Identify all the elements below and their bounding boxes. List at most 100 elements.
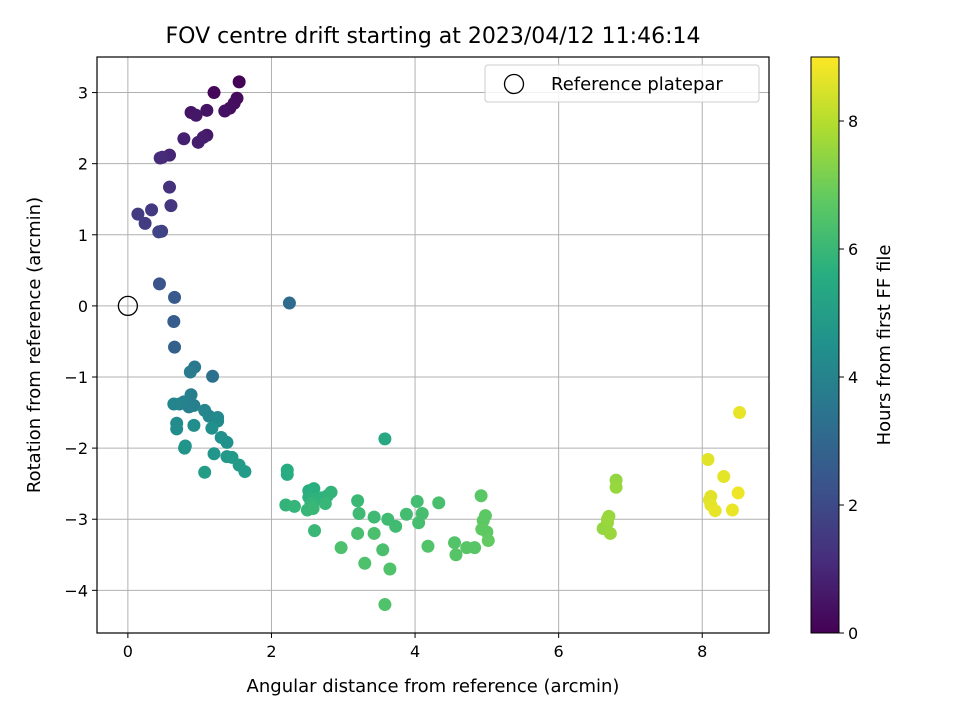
data-point [167,315,181,329]
y-axis-ticks: −4 −3 −2 −1 0 1 2 3 [64,84,97,600]
data-point [432,496,446,510]
data-point [189,108,203,122]
x-tick-label: 6 [554,642,564,661]
y-tick-label: 3 [78,84,88,103]
data-point [421,539,435,553]
data-point [481,534,495,548]
data-point [415,507,429,521]
data-point [358,556,372,570]
colorbar-label: Hours from first FF file [874,245,895,446]
x-tick-label: 2 [266,642,276,661]
data-point [378,432,392,446]
data-point [318,497,332,511]
data-point [717,470,731,484]
data-point [282,296,296,310]
legend: Reference platepar [484,64,760,103]
data-point [725,503,739,517]
data-point [187,418,201,432]
data-point [389,519,403,533]
data-point [287,499,301,513]
colorbar-tick-label: 8 [848,112,858,131]
legend-entry-label: Reference platepar [551,74,723,95]
data-point [238,465,252,479]
colorbar-tick-label: 2 [848,496,858,515]
data-point [468,541,482,555]
data-point [708,504,722,518]
data-point [609,480,623,494]
y-tick-label: 2 [78,155,88,174]
data-point [474,489,488,503]
data-point [603,526,617,540]
data-point [131,207,145,221]
data-point [163,180,177,194]
data-point [280,467,294,481]
legend-box [484,64,760,103]
colorbar: 0 2 4 6 8 Hours from first FF file [810,56,895,643]
data-point [164,199,178,213]
data-point [178,441,192,455]
x-tick-label: 4 [410,642,420,661]
data-point [306,502,320,516]
data-point [220,435,234,449]
x-tick-label: 0 [123,642,133,661]
data-point [218,104,232,118]
data-points [117,75,747,612]
data-point [352,507,366,521]
data-point [145,203,159,217]
y-tick-label: 1 [78,226,88,245]
data-point [308,524,322,538]
data-point [205,421,219,435]
colorbar-gradient [810,56,840,634]
colorbar-tick-label: 4 [848,368,858,387]
reference-marker [117,295,139,317]
data-point [232,75,246,89]
data-point [168,290,182,304]
y-tick-label: −1 [64,368,88,387]
x-tick-label: 8 [697,642,707,661]
data-point [376,543,390,557]
x-axis-ticks: 0 2 4 6 8 [123,633,707,661]
data-point [152,225,166,239]
data-point [138,216,152,230]
data-point [168,340,182,354]
y-tick-label: −3 [64,510,88,529]
data-point [733,406,747,420]
plot-frame [96,56,770,634]
data-point [191,135,205,149]
data-point [600,512,614,526]
data-point [206,369,220,383]
legend-marker-icon [503,73,525,95]
data-point [378,598,392,612]
data-point [367,510,381,524]
data-point [351,494,365,508]
data-point [207,86,221,100]
y-tick-label: −4 [64,581,88,600]
y-axis-label: Rotation from reference (arcmin) [24,197,45,493]
data-point [334,541,348,555]
data-point [449,548,463,562]
data-point [183,365,197,379]
data-point [152,277,166,291]
colorbar-tick-label: 0 [848,624,858,643]
data-point [701,452,715,466]
data-point [207,447,221,461]
data-point [410,494,424,508]
colorbar-tick-label: 6 [848,240,858,259]
data-point [177,132,191,146]
data-point [383,562,397,576]
chart-title: FOV centre drift starting at 2023/04/12 … [166,24,701,49]
data-point [324,485,338,499]
data-point [731,486,745,500]
data-point [367,526,381,540]
data-point [448,536,462,550]
data-point [167,397,181,411]
data-point [399,507,413,521]
data-point [351,526,365,540]
x-axis-label: Angular distance from reference (arcmin) [247,676,620,697]
data-point [198,465,212,479]
data-point [170,422,184,436]
y-tick-label: −2 [64,439,88,458]
data-point [200,103,214,117]
y-tick-label: 0 [78,297,88,316]
